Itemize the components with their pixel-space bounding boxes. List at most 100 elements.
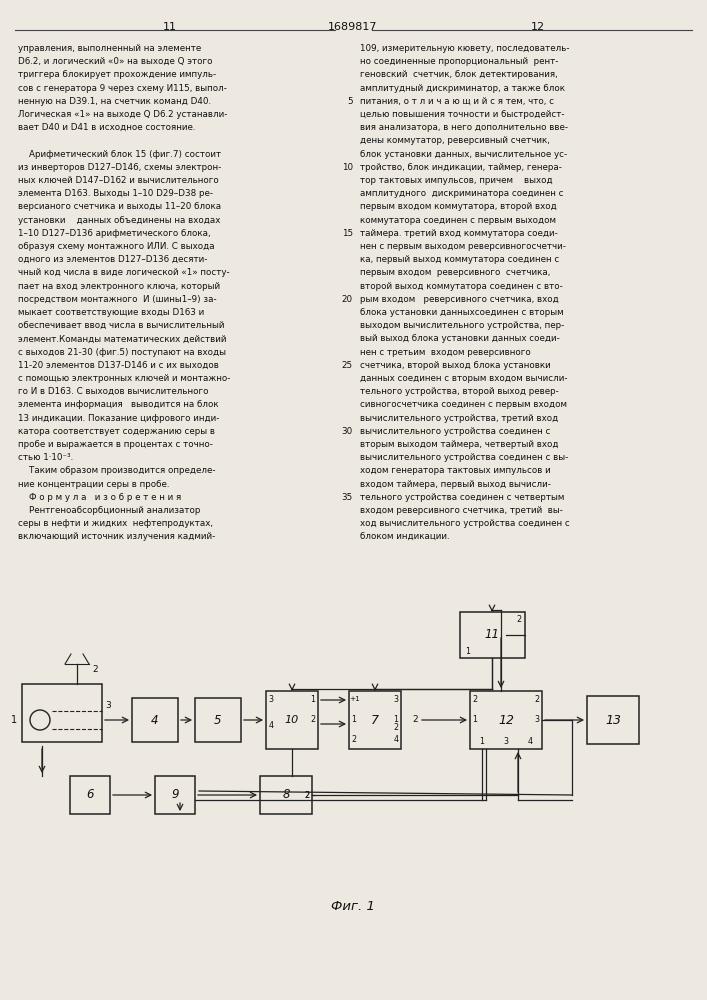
Text: 1: 1 [465, 647, 470, 656]
Text: выходом вычислительного устройства, пер-: выходом вычислительного устройства, пер- [360, 321, 564, 330]
Text: сивногосчетчика соединен с первым входом: сивногосчетчика соединен с первым входом [360, 400, 567, 409]
Text: 2: 2 [92, 664, 98, 674]
Text: катора соответствует содержанию серы в: катора соответствует содержанию серы в [18, 427, 215, 436]
Text: амплитудного  дискриминатора соединен с: амплитудного дискриминатора соединен с [360, 189, 563, 198]
Text: 30: 30 [341, 427, 353, 436]
Text: амплитудный дискриминатор, а также блок: амплитудный дискриминатор, а также блок [360, 84, 565, 93]
Text: 1: 1 [394, 716, 399, 724]
Text: целью повышения точности и быстродейст-: целью повышения точности и быстродейст- [360, 110, 564, 119]
Text: 5: 5 [347, 97, 353, 106]
Text: тройство, блок индикации, таймер, генера-: тройство, блок индикации, таймер, генера… [360, 163, 562, 172]
Text: 109, измерительную кювету, последователь-: 109, измерительную кювету, последователь… [360, 44, 570, 53]
Text: элемента информация   выводится на блок: элемента информация выводится на блок [18, 400, 218, 409]
Text: ходом генератора тактовых импульсов и: ходом генератора тактовых импульсов и [360, 466, 551, 475]
Text: вычислительного устройства, третий вход: вычислительного устройства, третий вход [360, 414, 559, 423]
Text: D6.2, и логический «0» на выходе Q этого: D6.2, и логический «0» на выходе Q этого [18, 57, 213, 66]
Text: из инверторов D127–D146, схемы электрон-: из инверторов D127–D146, схемы электрон- [18, 163, 221, 172]
Text: 2: 2 [534, 696, 539, 704]
Text: 3: 3 [105, 702, 111, 710]
Bar [70, 776, 110, 814]
Text: 2: 2 [305, 790, 310, 800]
Text: Рентгеноабсорбционный анализатор: Рентгеноабсорбционный анализатор [18, 506, 200, 515]
Bar [260, 776, 312, 814]
Text: мыкает соответствующие входы D163 и: мыкает соответствующие входы D163 и [18, 308, 204, 317]
Text: блока установки данныхсоединен с вторым: блока установки данныхсоединен с вторым [360, 308, 563, 317]
Text: вычислительного устройства соединен с: вычислительного устройства соединен с [360, 427, 550, 436]
Text: Таким образом производится определе-: Таким образом производится определе- [18, 466, 216, 475]
Text: триггера блокирует прохождение импуль-: триггера блокирует прохождение импуль- [18, 70, 216, 79]
Text: нен с первым выходом реверсивногосчетчи-: нен с первым выходом реверсивногосчетчи- [360, 242, 566, 251]
Text: +1: +1 [350, 696, 361, 702]
Text: первым входом  реверсивного  счетчика,: первым входом реверсивного счетчика, [360, 268, 550, 277]
Text: чный код числа в виде логической «1» посту-: чный код числа в виде логической «1» пос… [18, 268, 230, 277]
Text: блоком индикации.: блоком индикации. [360, 532, 450, 541]
Text: пает на вход электронного ключа, который: пает на вход электронного ключа, который [18, 282, 220, 291]
Text: 2: 2 [351, 736, 356, 744]
Bar [470, 691, 542, 749]
Text: управления, выполненный на элементе: управления, выполненный на элементе [18, 44, 201, 53]
Bar [460, 612, 525, 658]
Bar [22, 684, 102, 742]
Text: вторым выходом таймера, четвертый вход: вторым выходом таймера, четвертый вход [360, 440, 559, 449]
Text: первым входом коммутатора, второй вход: первым входом коммутатора, второй вход [360, 202, 556, 211]
Text: 12: 12 [498, 714, 514, 726]
Text: 20: 20 [342, 295, 353, 304]
Text: 1–10 D127–D136 арифметического блока,: 1–10 D127–D136 арифметического блока, [18, 229, 211, 238]
Text: 6: 6 [86, 788, 94, 802]
Text: одного из элементов D127–D136 десяти-: одного из элементов D127–D136 десяти- [18, 255, 207, 264]
Text: сов с генератора 9 через схему И115, выпол-: сов с генератора 9 через схему И115, вып… [18, 84, 227, 93]
Text: дены коммутатор, реверсивный счетчик,: дены коммутатор, реверсивный счетчик, [360, 136, 550, 145]
Text: 1689817: 1689817 [328, 22, 378, 32]
Text: 11-20 элементов D137-D146 и с их выходов: 11-20 элементов D137-D146 и с их выходов [18, 361, 219, 370]
Text: вия анализатора, в него дополнительно вве-: вия анализатора, в него дополнительно вв… [360, 123, 568, 132]
Text: 2: 2 [305, 790, 310, 800]
Text: входом таймера, первый выход вычисли-: входом таймера, первый выход вычисли- [360, 480, 551, 489]
Text: Логическая «1» на выходе Q D6.2 устанавли-: Логическая «1» на выходе Q D6.2 устанавл… [18, 110, 228, 119]
Text: версианого счетчика и выходы 11–20 блока: версианого счетчика и выходы 11–20 блока [18, 202, 221, 211]
Text: Арифметический блок 15 (фиг.7) состоит: Арифметический блок 15 (фиг.7) состоит [18, 150, 221, 159]
Text: с помощью электронных ключей и монтажно-: с помощью электронных ключей и монтажно- [18, 374, 230, 383]
Text: 4: 4 [269, 720, 274, 730]
Text: пробе и выражается в процентах с точно-: пробе и выражается в процентах с точно- [18, 440, 213, 449]
Text: Ф о р м у л а   и з о б р е т е н и я: Ф о р м у л а и з о б р е т е н и я [18, 493, 181, 502]
Text: 4: 4 [527, 736, 532, 746]
Text: рым входом   реверсивного счетчика, вход: рым входом реверсивного счетчика, вход [360, 295, 559, 304]
Text: 2: 2 [516, 615, 521, 624]
Text: вает D40 и D41 в исходное состояние.: вает D40 и D41 в исходное состояние. [18, 123, 196, 132]
Text: тельного устройства, второй выход ревер-: тельного устройства, второй выход ревер- [360, 387, 559, 396]
Text: 3: 3 [503, 736, 508, 746]
Text: ход вычислительного устройства соединен с: ход вычислительного устройства соединен … [360, 519, 570, 528]
Text: 13 индикации. Показание цифрового инди-: 13 индикации. Показание цифрового инди- [18, 414, 219, 423]
Text: таймера. третий вход коммутатора соеди-: таймера. третий вход коммутатора соеди- [360, 229, 558, 238]
Text: но соединенные пропорциональный  рент-: но соединенные пропорциональный рент- [360, 57, 559, 66]
Text: питания, о т л и ч а ю щ и й с я тем, что, с: питания, о т л и ч а ю щ и й с я тем, чт… [360, 97, 554, 106]
Text: установки    данных объединены на входах: установки данных объединены на входах [18, 216, 221, 225]
Text: посредством монтажного  И (шины1–9) за-: посредством монтажного И (шины1–9) за- [18, 295, 216, 304]
Text: серы в нефти и жидких  нефтепродуктах,: серы в нефти и жидких нефтепродуктах, [18, 519, 213, 528]
Text: 2: 2 [310, 716, 315, 724]
Text: го И в D163. С выходов вычислительного: го И в D163. С выходов вычислительного [18, 387, 209, 396]
Text: 12: 12 [531, 22, 545, 32]
Text: обеспечивает ввод числа в вычислительный: обеспечивает ввод числа в вычислительный [18, 321, 225, 330]
Text: второй выход коммутатора соединен с вто-: второй выход коммутатора соединен с вто- [360, 282, 563, 291]
Bar [155, 776, 195, 814]
Text: коммутатора соединен с первым выходом: коммутатора соединен с первым выходом [360, 216, 556, 225]
Text: 3: 3 [534, 716, 539, 724]
Text: вычислительного устройства соединен с вы-: вычислительного устройства соединен с вы… [360, 453, 568, 462]
Text: 10: 10 [285, 715, 299, 725]
Text: элемента D163. Выходы 1–10 D29–D38 ре-: элемента D163. Выходы 1–10 D29–D38 ре- [18, 189, 213, 198]
Text: 2: 2 [393, 724, 399, 732]
Text: 35: 35 [341, 493, 353, 502]
Text: вый выход блока установки данных соеди-: вый выход блока установки данных соеди- [360, 334, 560, 343]
Text: 2: 2 [472, 696, 477, 704]
Text: 1: 1 [351, 716, 356, 724]
Text: 3: 3 [269, 694, 274, 704]
Text: блок установки данных, вычислительное ус-: блок установки данных, вычислительное ус… [360, 150, 567, 159]
Text: 11: 11 [163, 22, 177, 32]
Text: счетчика, второй выход блока установки: счетчика, второй выход блока установки [360, 361, 551, 370]
Text: данных соединен с вторым входом вычисли-: данных соединен с вторым входом вычисли- [360, 374, 568, 383]
Text: 8: 8 [282, 788, 290, 802]
Bar [266, 691, 318, 749]
Text: 1: 1 [310, 694, 315, 704]
Text: 4: 4 [151, 714, 159, 726]
